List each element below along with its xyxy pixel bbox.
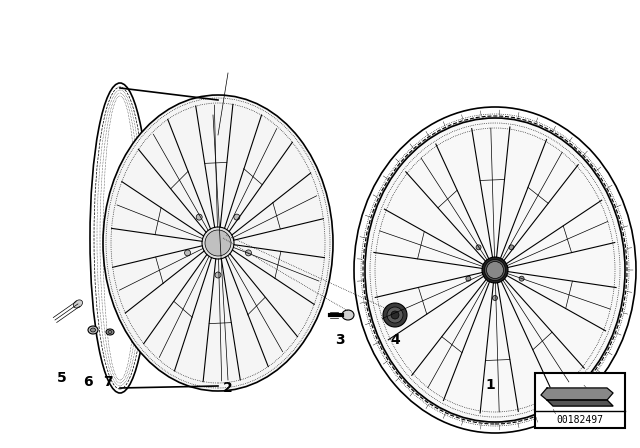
Ellipse shape (196, 214, 202, 220)
Ellipse shape (519, 276, 524, 281)
Ellipse shape (106, 329, 114, 335)
Polygon shape (541, 388, 613, 400)
Ellipse shape (365, 118, 625, 422)
Text: 4: 4 (390, 333, 400, 347)
Text: 5: 5 (57, 371, 67, 385)
Ellipse shape (215, 272, 221, 278)
Polygon shape (547, 400, 613, 406)
Ellipse shape (482, 257, 508, 283)
Ellipse shape (234, 214, 240, 220)
Text: 2: 2 (223, 381, 233, 395)
Text: 6: 6 (83, 375, 93, 389)
Ellipse shape (486, 262, 504, 279)
Ellipse shape (74, 300, 83, 308)
Ellipse shape (466, 276, 471, 281)
Text: 7: 7 (103, 375, 113, 389)
Ellipse shape (205, 230, 231, 256)
Ellipse shape (476, 245, 481, 250)
Ellipse shape (509, 245, 514, 250)
Text: 3: 3 (335, 333, 345, 347)
Ellipse shape (493, 296, 497, 301)
Ellipse shape (391, 311, 399, 319)
Ellipse shape (245, 250, 252, 256)
Ellipse shape (387, 307, 403, 323)
Ellipse shape (383, 303, 407, 327)
Ellipse shape (88, 326, 98, 334)
Ellipse shape (484, 259, 506, 280)
Ellipse shape (202, 227, 234, 259)
Text: 1: 1 (485, 378, 495, 392)
Text: 00182497: 00182497 (557, 415, 604, 425)
Bar (535, 373, 625, 428)
Ellipse shape (103, 95, 333, 391)
Ellipse shape (90, 328, 95, 332)
Ellipse shape (184, 250, 191, 256)
Ellipse shape (108, 331, 112, 333)
Ellipse shape (342, 310, 354, 320)
